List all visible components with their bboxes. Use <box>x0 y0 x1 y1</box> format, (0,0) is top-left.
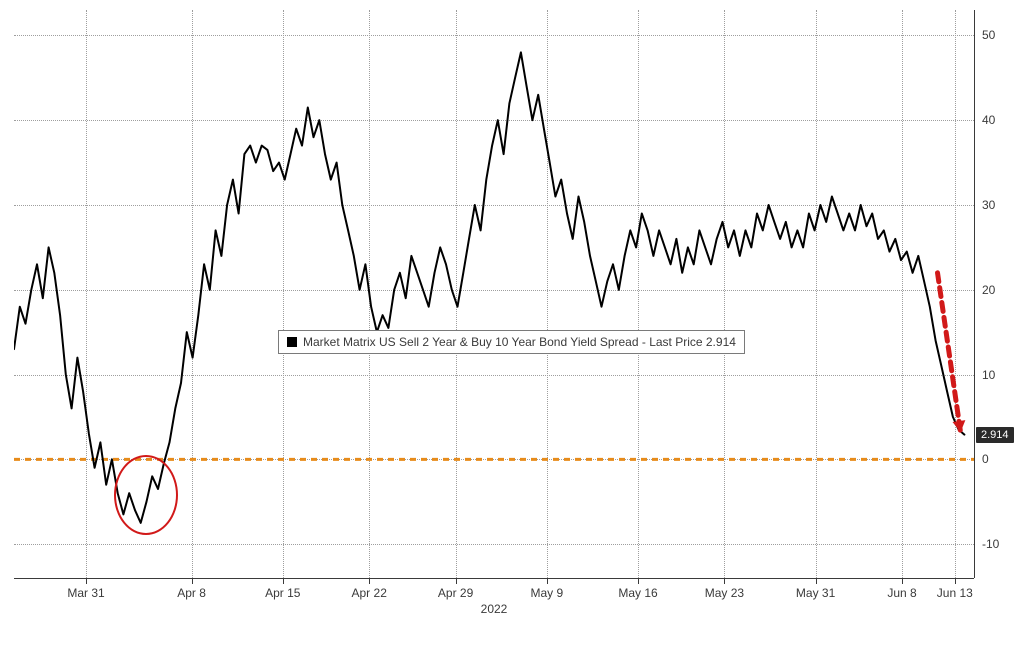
x-tick-label: Apr 22 <box>352 586 387 600</box>
legend: Market Matrix US Sell 2 Year & Buy 10 Ye… <box>278 330 745 354</box>
x-axis-title: 2022 <box>481 602 508 616</box>
x-tick-label: Mar 31 <box>67 586 104 600</box>
x-tick-label: Jun 13 <box>937 586 973 600</box>
x-tick-label: Apr 15 <box>265 586 300 600</box>
last-price-flag: 2.914 <box>976 427 1014 443</box>
x-tick-label: Apr 29 <box>438 586 473 600</box>
y-tick-label: 50 <box>982 28 995 42</box>
y-tick-label: 20 <box>982 283 995 297</box>
price-series <box>14 52 964 523</box>
y-axis-line <box>974 10 975 578</box>
x-axis-line <box>14 578 974 579</box>
highlight-circle <box>114 455 178 535</box>
x-tick-label: Apr 8 <box>177 586 206 600</box>
y-tick-label: 10 <box>982 368 995 382</box>
legend-swatch <box>287 337 297 347</box>
x-tick-label: May 31 <box>796 586 835 600</box>
legend-text: Market Matrix US Sell 2 Year & Buy 10 Ye… <box>303 335 736 349</box>
y-tick-label: 40 <box>982 113 995 127</box>
x-tick-label: May 9 <box>530 586 563 600</box>
y-tick-label: -10 <box>982 537 999 551</box>
drop-arrow-line <box>938 273 961 432</box>
x-tick-label: May 16 <box>618 586 657 600</box>
x-tick-label: May 23 <box>705 586 744 600</box>
y-tick-label: 0 <box>982 452 989 466</box>
x-tick-label: Jun 8 <box>887 586 916 600</box>
y-tick-label: 30 <box>982 198 995 212</box>
chart-frame: { "canvas": { "width": 1024, "height": 6… <box>0 0 1024 645</box>
